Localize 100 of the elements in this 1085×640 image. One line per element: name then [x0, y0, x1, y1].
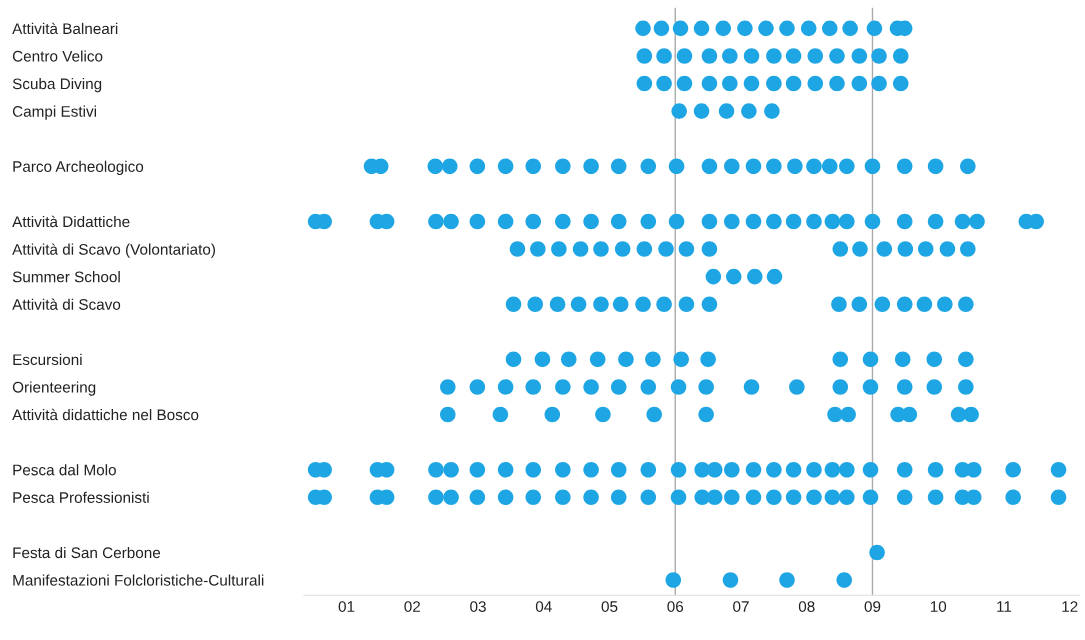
point — [544, 406, 561, 423]
point — [892, 75, 909, 92]
point — [852, 241, 868, 257]
point — [670, 489, 687, 506]
point — [839, 489, 855, 506]
x-tick-label: 06 — [667, 601, 684, 612]
point — [842, 20, 858, 37]
point — [656, 75, 672, 92]
point — [497, 489, 514, 506]
point — [497, 461, 514, 478]
point — [839, 213, 855, 230]
point — [640, 379, 657, 395]
point — [807, 75, 824, 92]
point — [678, 296, 695, 312]
point — [832, 351, 849, 368]
point — [806, 461, 822, 478]
point — [525, 461, 542, 478]
x-tick-label: 12 — [1062, 601, 1078, 612]
point — [821, 20, 838, 37]
point — [829, 75, 845, 92]
point — [469, 158, 486, 175]
point — [427, 158, 444, 175]
point — [497, 379, 514, 395]
point — [785, 48, 802, 64]
point — [701, 75, 718, 92]
point — [839, 158, 855, 175]
point — [497, 158, 514, 175]
point — [668, 213, 685, 230]
x-tick-label: 11 — [997, 601, 1012, 612]
point — [676, 75, 693, 92]
point — [497, 213, 514, 230]
point — [871, 75, 887, 92]
point — [896, 489, 913, 506]
point — [787, 158, 803, 175]
point — [896, 213, 913, 230]
point — [635, 296, 651, 312]
point — [766, 268, 783, 285]
point — [896, 461, 913, 478]
point — [640, 489, 657, 506]
point — [1005, 489, 1021, 506]
point — [1050, 461, 1067, 478]
y-tick-label: Escursioni — [13, 353, 82, 366]
point — [766, 213, 782, 230]
point — [636, 48, 653, 64]
point — [469, 379, 486, 395]
point — [916, 296, 933, 312]
point — [525, 379, 542, 395]
point — [530, 241, 546, 257]
point — [509, 241, 526, 257]
y-tick-label: Campi Estivi — [12, 105, 96, 120]
point — [806, 158, 822, 175]
point — [1050, 489, 1067, 506]
point — [927, 461, 944, 478]
point — [583, 379, 599, 395]
point — [673, 351, 689, 368]
point — [958, 296, 974, 312]
point — [583, 489, 599, 506]
point — [832, 379, 849, 395]
point — [469, 461, 486, 478]
point — [960, 241, 976, 257]
point — [583, 213, 599, 230]
point — [635, 20, 651, 37]
point — [505, 296, 522, 312]
point — [954, 213, 971, 230]
point — [969, 213, 985, 230]
point — [610, 489, 627, 506]
point — [871, 48, 887, 64]
point — [693, 20, 710, 37]
point — [701, 158, 718, 175]
point — [583, 158, 599, 175]
point — [950, 406, 967, 423]
x-tick-label: 09 — [864, 601, 881, 612]
point — [525, 489, 542, 506]
point — [555, 213, 571, 230]
point — [443, 489, 459, 506]
point — [612, 296, 629, 312]
point — [926, 351, 943, 368]
y-tick-label: Parco Archeologico — [13, 160, 144, 175]
point — [653, 20, 670, 37]
point — [824, 489, 841, 506]
point — [897, 241, 914, 257]
y-tick-label: Manifestazioni Folcloristiche-Culturali — [13, 574, 264, 586]
point — [706, 461, 723, 478]
point — [698, 379, 714, 395]
point — [441, 158, 458, 175]
point — [724, 489, 740, 506]
y-tick-label: Pesca dal Molo — [13, 464, 116, 476]
point — [715, 20, 732, 37]
point — [839, 461, 855, 478]
point — [440, 379, 456, 395]
point — [640, 158, 657, 175]
point — [722, 48, 738, 64]
point — [534, 351, 551, 368]
x-tick-label: 10 — [930, 601, 947, 612]
point — [851, 75, 868, 92]
point — [701, 213, 718, 230]
x-tick-label: 01 — [338, 601, 355, 612]
point — [1005, 461, 1021, 478]
point — [555, 379, 571, 395]
point — [593, 241, 609, 257]
